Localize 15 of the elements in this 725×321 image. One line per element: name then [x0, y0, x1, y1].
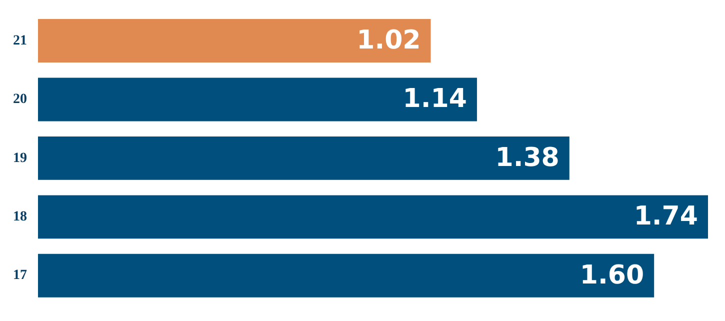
y-tick-label: 19	[13, 150, 27, 166]
data-label: 1.38	[495, 142, 560, 173]
data-label: 1.14	[402, 84, 467, 114]
y-tick-label: 18	[13, 210, 27, 225]
data-label: 1.02	[356, 26, 421, 56]
y-tick-label: 17	[13, 268, 27, 284]
bar	[38, 195, 708, 239]
bar	[38, 19, 431, 62]
bar	[38, 136, 570, 180]
bar	[38, 254, 654, 298]
y-tick-label: 20	[13, 92, 27, 108]
data-label: 1.60	[580, 260, 644, 290]
bar	[38, 78, 477, 122]
data-label: 1.74	[634, 202, 698, 232]
y-tick-label: 21	[13, 33, 27, 48]
